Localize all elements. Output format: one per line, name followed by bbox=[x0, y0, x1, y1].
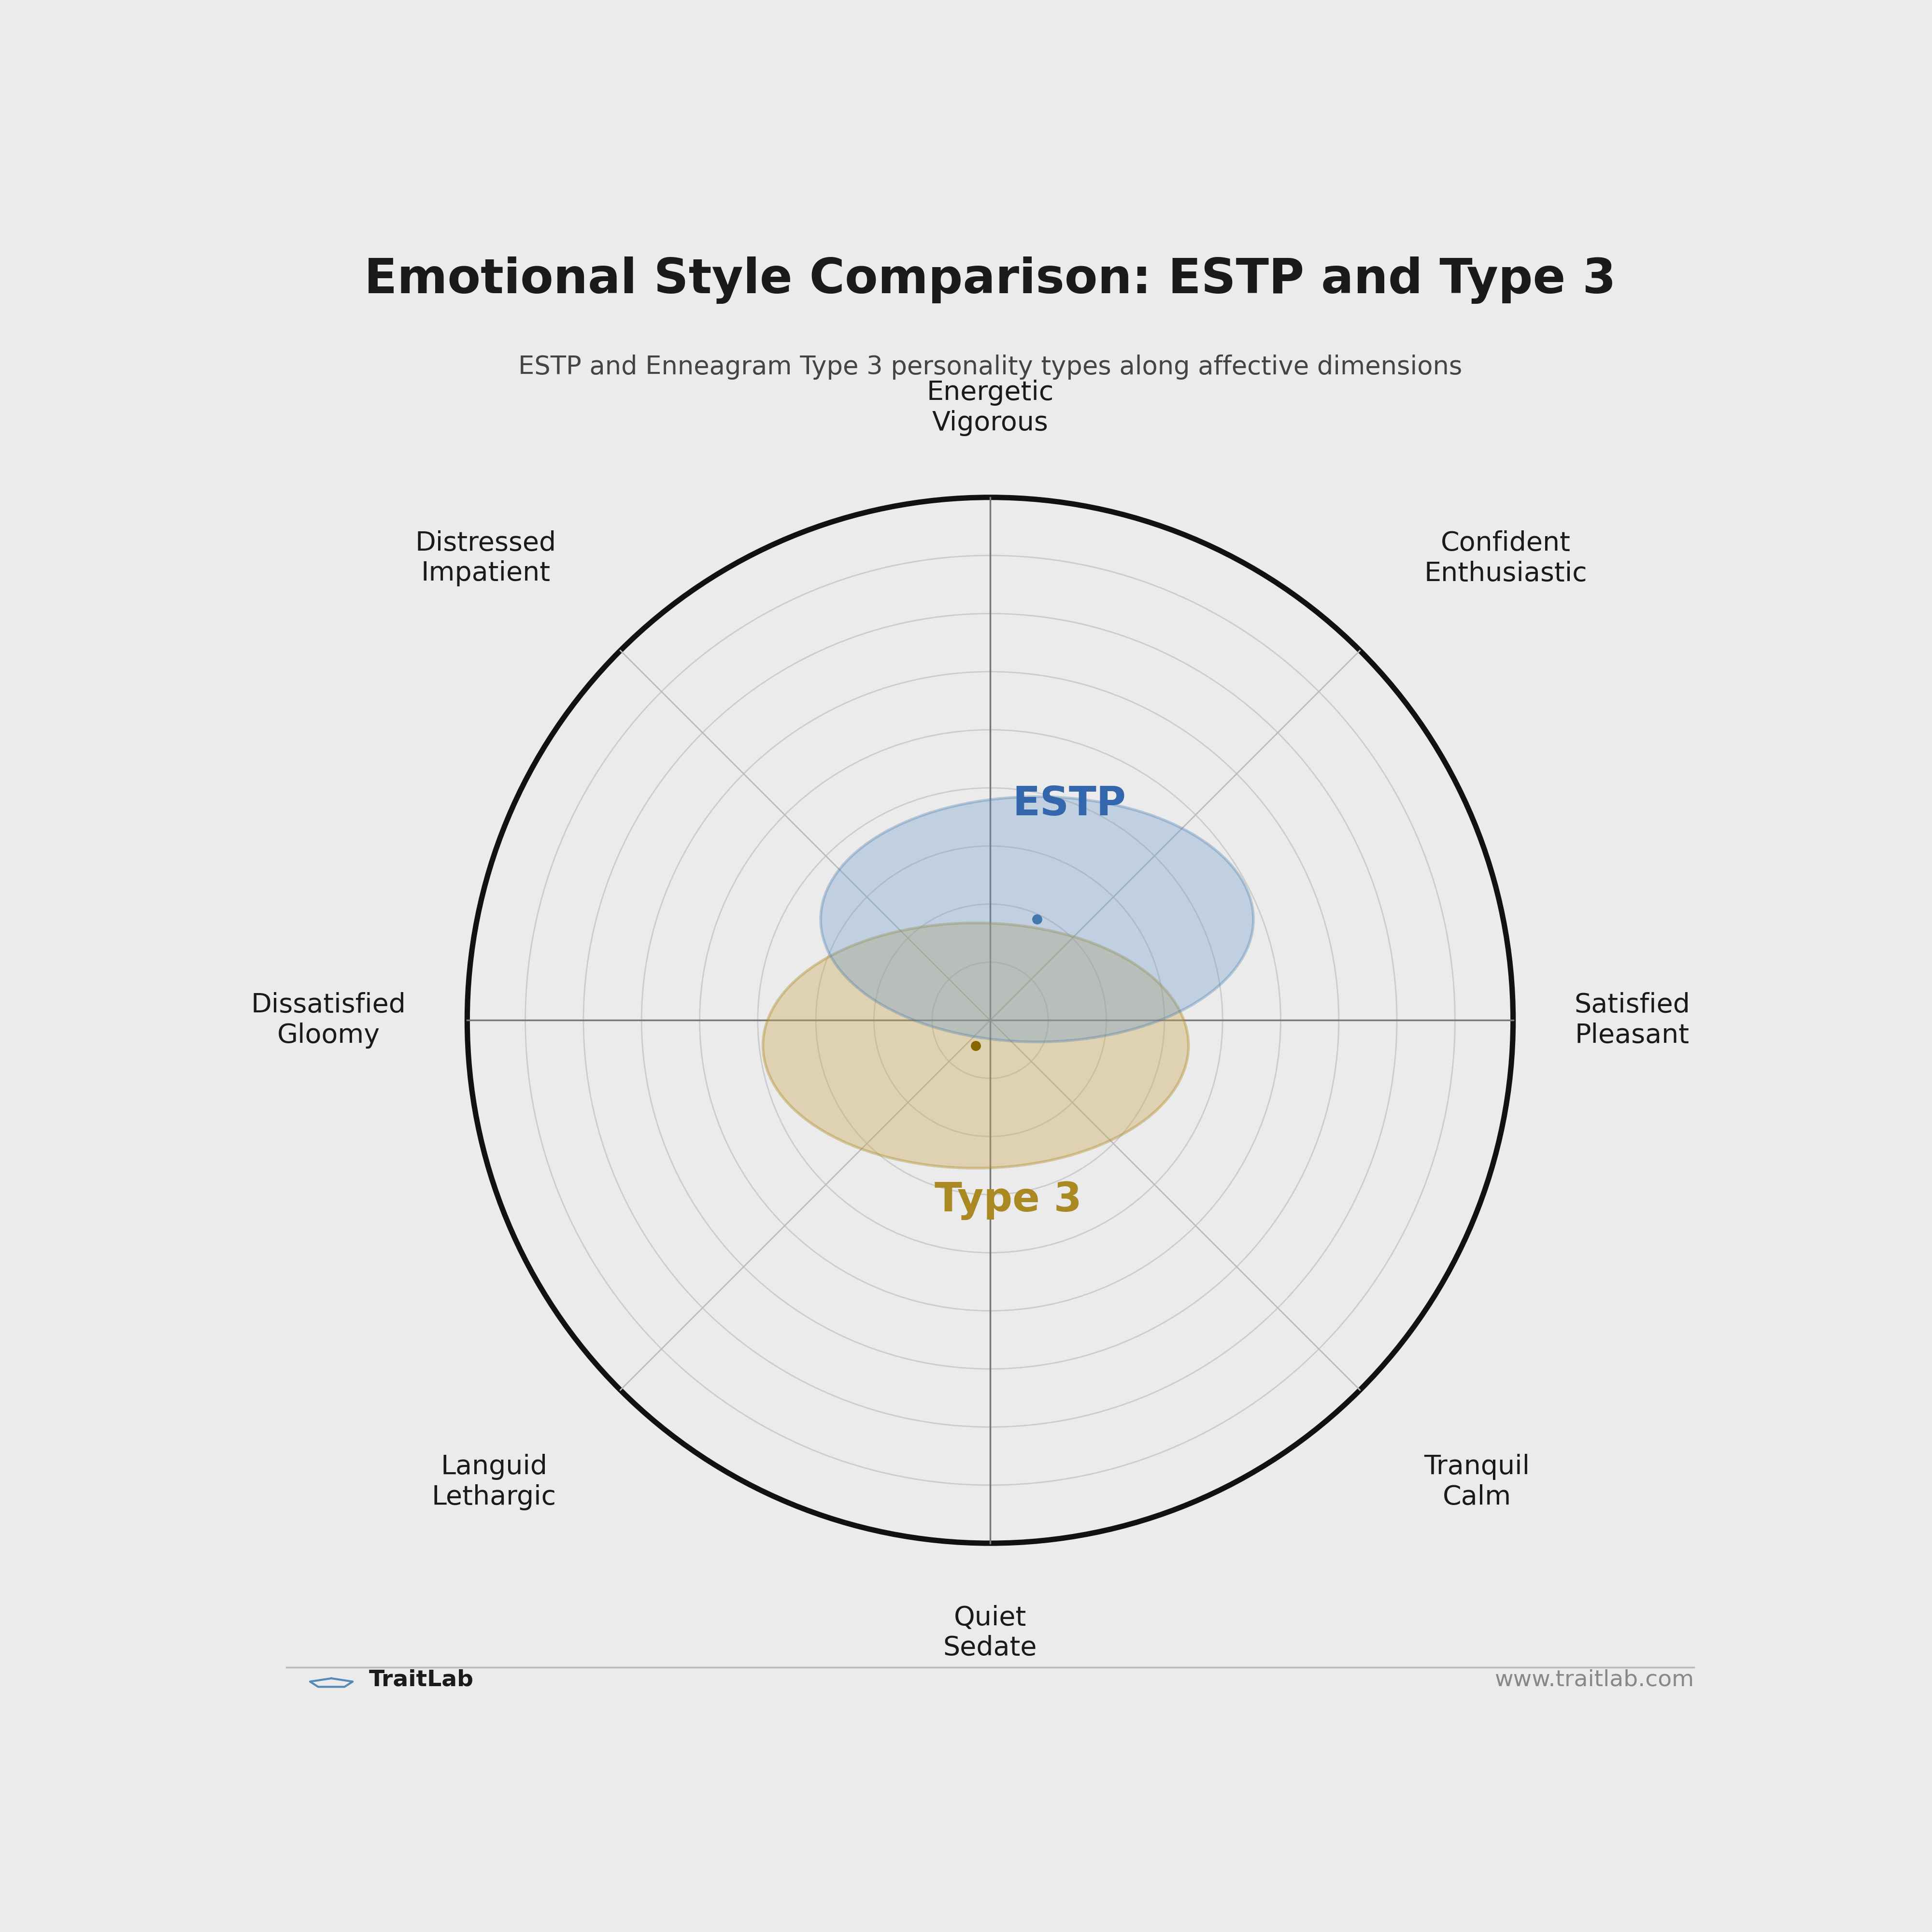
Text: www.traitlab.com: www.traitlab.com bbox=[1493, 1669, 1694, 1690]
Text: Energetic
Vigorous: Energetic Vigorous bbox=[927, 381, 1053, 437]
Text: ESTP: ESTP bbox=[1012, 784, 1126, 823]
Text: Quiet
Sedate: Quiet Sedate bbox=[943, 1604, 1037, 1662]
Text: Distressed
Impatient: Distressed Impatient bbox=[415, 529, 556, 587]
Text: Type 3: Type 3 bbox=[935, 1180, 1082, 1221]
Text: Confident
Enthusiastic: Confident Enthusiastic bbox=[1424, 529, 1586, 587]
Text: Tranquil
Calm: Tranquil Calm bbox=[1424, 1455, 1530, 1511]
Ellipse shape bbox=[821, 796, 1254, 1041]
Text: TraitLab: TraitLab bbox=[369, 1669, 473, 1690]
Text: Emotional Style Comparison: ESTP and Type 3: Emotional Style Comparison: ESTP and Typ… bbox=[365, 257, 1615, 303]
Text: Satisfied
Pleasant: Satisfied Pleasant bbox=[1575, 993, 1690, 1049]
Text: Dissatisfied
Gloomy: Dissatisfied Gloomy bbox=[251, 993, 406, 1049]
Ellipse shape bbox=[763, 923, 1188, 1169]
Text: ESTP and Enneagram Type 3 personality types along affective dimensions: ESTP and Enneagram Type 3 personality ty… bbox=[518, 355, 1463, 381]
Text: Languid
Lethargic: Languid Lethargic bbox=[431, 1455, 556, 1511]
